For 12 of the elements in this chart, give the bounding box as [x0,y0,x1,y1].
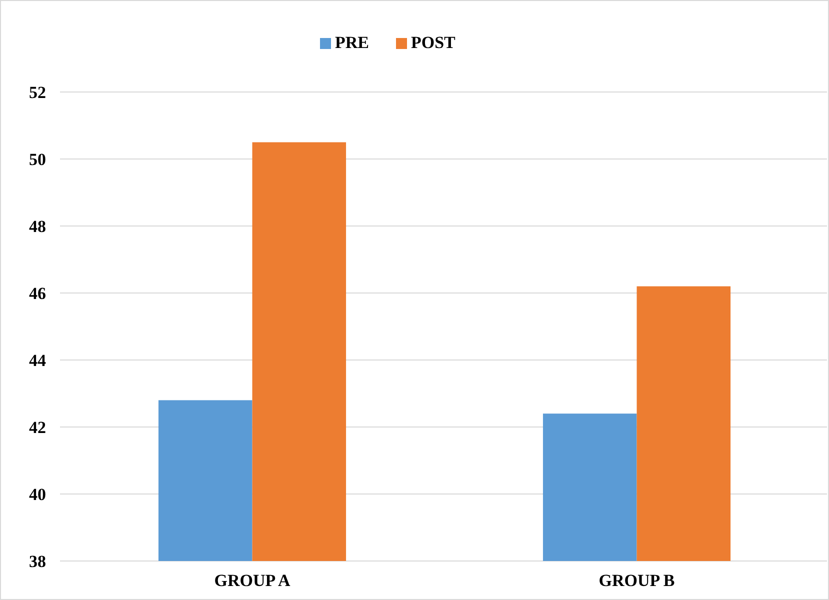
y-tick-label: 48 [29,216,46,236]
legend-label: PRE [335,33,369,52]
x-tick-label: GROUP B [598,571,675,590]
y-tick-label: 40 [29,484,46,504]
y-tick-label: 46 [29,284,46,303]
x-tick-label: GROUP A [214,571,291,590]
legend-label: POST [411,33,456,52]
y-tick-label: 38 [29,552,46,571]
y-tick-label: 42 [29,418,46,437]
y-tick-label: 44 [29,350,46,370]
y-tick-label: 52 [29,82,46,102]
y-tick-label: 50 [29,150,46,169]
